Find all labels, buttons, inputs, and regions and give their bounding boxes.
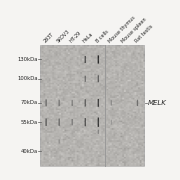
FancyBboxPatch shape bbox=[98, 121, 99, 124]
FancyBboxPatch shape bbox=[111, 102, 112, 104]
Text: 55kDa: 55kDa bbox=[20, 120, 37, 125]
FancyBboxPatch shape bbox=[85, 76, 86, 82]
FancyBboxPatch shape bbox=[85, 121, 86, 124]
Text: HeLa: HeLa bbox=[82, 32, 94, 44]
FancyBboxPatch shape bbox=[46, 118, 47, 126]
Text: Mouse thymus: Mouse thymus bbox=[108, 15, 137, 44]
FancyBboxPatch shape bbox=[137, 100, 138, 106]
FancyBboxPatch shape bbox=[98, 99, 99, 107]
FancyBboxPatch shape bbox=[137, 102, 138, 104]
FancyBboxPatch shape bbox=[98, 75, 99, 82]
Text: B cells: B cells bbox=[95, 29, 109, 44]
Text: 70kDa: 70kDa bbox=[20, 100, 37, 105]
FancyBboxPatch shape bbox=[111, 100, 112, 106]
FancyBboxPatch shape bbox=[72, 121, 73, 123]
Text: 293T: 293T bbox=[43, 32, 55, 44]
FancyBboxPatch shape bbox=[85, 58, 86, 61]
FancyBboxPatch shape bbox=[85, 78, 86, 80]
FancyBboxPatch shape bbox=[111, 120, 112, 125]
FancyBboxPatch shape bbox=[111, 121, 112, 123]
Text: 130kDa: 130kDa bbox=[17, 57, 37, 62]
FancyBboxPatch shape bbox=[85, 56, 86, 63]
FancyBboxPatch shape bbox=[85, 99, 86, 107]
FancyBboxPatch shape bbox=[98, 78, 99, 80]
FancyBboxPatch shape bbox=[58, 100, 60, 106]
Text: SKOV3: SKOV3 bbox=[56, 29, 71, 44]
Bar bbox=[40, 45, 144, 166]
FancyBboxPatch shape bbox=[72, 119, 73, 125]
FancyBboxPatch shape bbox=[98, 55, 99, 64]
FancyBboxPatch shape bbox=[98, 118, 99, 127]
FancyBboxPatch shape bbox=[98, 102, 99, 104]
Text: 40kDa: 40kDa bbox=[20, 149, 37, 154]
FancyBboxPatch shape bbox=[98, 131, 99, 133]
Text: Rat testis: Rat testis bbox=[134, 24, 154, 44]
FancyBboxPatch shape bbox=[72, 102, 73, 104]
Text: Mouse spleen: Mouse spleen bbox=[121, 17, 148, 44]
FancyBboxPatch shape bbox=[59, 121, 60, 123]
FancyBboxPatch shape bbox=[58, 118, 60, 126]
FancyBboxPatch shape bbox=[98, 58, 99, 61]
FancyBboxPatch shape bbox=[72, 100, 73, 106]
Text: HT-29: HT-29 bbox=[69, 31, 82, 44]
FancyBboxPatch shape bbox=[59, 102, 60, 104]
FancyBboxPatch shape bbox=[85, 102, 86, 104]
FancyBboxPatch shape bbox=[85, 118, 86, 126]
Text: 100kDa: 100kDa bbox=[17, 76, 37, 81]
Text: MELK: MELK bbox=[148, 100, 167, 106]
FancyBboxPatch shape bbox=[58, 139, 60, 144]
FancyBboxPatch shape bbox=[46, 99, 47, 106]
FancyBboxPatch shape bbox=[98, 130, 99, 134]
